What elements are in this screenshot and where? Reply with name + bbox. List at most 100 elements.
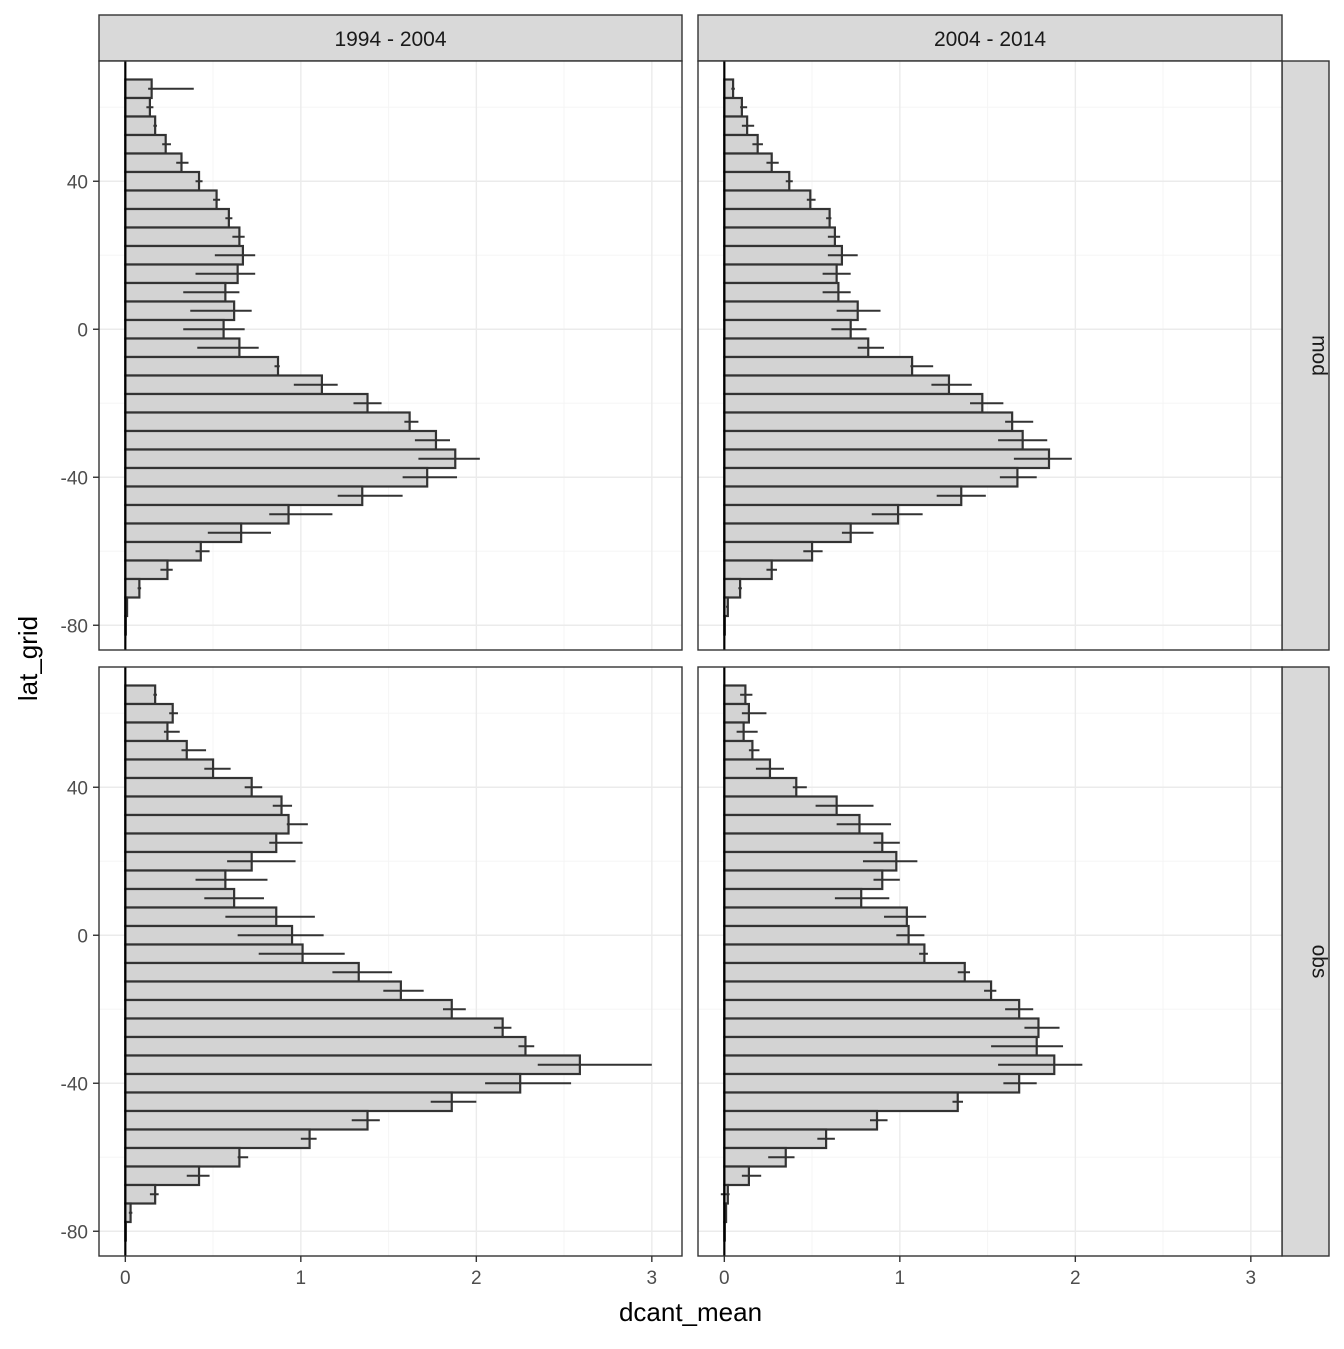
bar — [124, 832, 278, 854]
bar — [124, 776, 253, 798]
bar — [124, 152, 183, 174]
x-tick-label: 2 — [471, 1268, 482, 1289]
bar — [124, 1072, 522, 1094]
y-axis-title: lat_grid — [13, 616, 43, 701]
bar — [723, 998, 1021, 1020]
column-strip-label: 1994 - 2004 — [334, 28, 446, 51]
x-tick-label: 3 — [647, 1268, 658, 1289]
y-tick-label: -40 — [61, 1074, 88, 1095]
bar — [124, 1054, 581, 1076]
y-tick-label: 40 — [67, 172, 88, 193]
bar — [723, 485, 963, 507]
y-tick-label: 40 — [67, 778, 88, 799]
bar — [124, 115, 157, 137]
bar — [723, 943, 926, 965]
bar — [124, 1128, 311, 1150]
bar — [723, 1072, 1021, 1094]
bar — [124, 813, 290, 835]
bar — [124, 411, 411, 433]
bar — [124, 96, 151, 118]
panel-border — [98, 666, 683, 1257]
bar — [124, 540, 202, 562]
bar — [124, 795, 283, 817]
bar — [124, 577, 141, 599]
bar — [124, 1146, 241, 1168]
row-strip-label: mod — [1308, 335, 1331, 376]
bar — [124, 78, 153, 100]
column-strip-background — [697, 14, 1283, 62]
row-strip-label: obs — [1308, 945, 1331, 979]
bar — [723, 281, 840, 303]
bar — [723, 1091, 959, 1113]
panel-plot-area — [99, 61, 682, 650]
panel — [697, 666, 1283, 1257]
bar — [124, 429, 438, 451]
bar — [723, 448, 1051, 470]
column-strip: 2004 - 2014 — [697, 14, 1283, 62]
bar — [723, 522, 852, 544]
bar — [723, 374, 951, 396]
bar — [124, 961, 360, 983]
bar — [124, 189, 218, 211]
bar — [723, 1017, 1040, 1039]
row-strip-background — [1281, 666, 1330, 1257]
bar — [723, 189, 812, 211]
panel-plot-area — [99, 667, 682, 1256]
bar — [124, 1091, 453, 1113]
x-axis-title: dcant_mean — [619, 1297, 762, 1327]
row-strip: mod — [1281, 60, 1331, 651]
x-tick-label: 0 — [120, 1268, 131, 1289]
panel — [98, 60, 683, 651]
bar — [723, 1035, 1038, 1057]
bar — [124, 998, 453, 1020]
bar — [723, 226, 836, 248]
x-tick-label: 0 — [719, 1268, 730, 1289]
panel-border — [697, 666, 1283, 1257]
bar — [124, 466, 429, 488]
bar — [723, 429, 1024, 451]
y-tick-label: -80 — [61, 616, 88, 637]
bar — [124, 758, 215, 780]
bar — [124, 684, 157, 706]
bar — [723, 577, 742, 599]
bar — [124, 702, 174, 724]
row-strip: obs — [1281, 666, 1331, 1257]
bar — [124, 1035, 527, 1057]
bar — [723, 207, 831, 229]
column-strip: 1994 - 2004 — [98, 14, 683, 62]
x-tick-label: 2 — [1070, 1268, 1081, 1289]
bar — [124, 503, 290, 525]
panel-border — [98, 60, 683, 651]
panel-plot-area — [698, 61, 1282, 650]
panel — [697, 60, 1283, 651]
bar — [124, 374, 323, 396]
bar — [723, 980, 993, 1002]
bar — [723, 540, 814, 562]
bar — [723, 170, 791, 192]
panel-plot-area — [698, 667, 1282, 1256]
panel — [98, 666, 683, 1257]
bar — [124, 739, 188, 761]
bar — [723, 924, 910, 946]
bar — [124, 207, 230, 229]
column-strip-label: 2004 - 2014 — [934, 28, 1046, 51]
bar — [723, 96, 743, 118]
bar — [723, 152, 773, 174]
y-tick-label: -80 — [61, 1222, 88, 1243]
bar — [723, 244, 844, 266]
panel-border — [697, 60, 1283, 651]
bar — [723, 869, 884, 891]
bar — [723, 776, 798, 798]
bar — [723, 466, 1019, 488]
bar — [723, 906, 908, 928]
bar — [124, 721, 169, 743]
bar — [124, 1109, 369, 1131]
bar — [124, 448, 457, 470]
bar — [723, 832, 884, 854]
bar — [124, 485, 364, 507]
bar — [723, 961, 966, 983]
bar — [723, 559, 773, 581]
bar — [124, 170, 201, 192]
